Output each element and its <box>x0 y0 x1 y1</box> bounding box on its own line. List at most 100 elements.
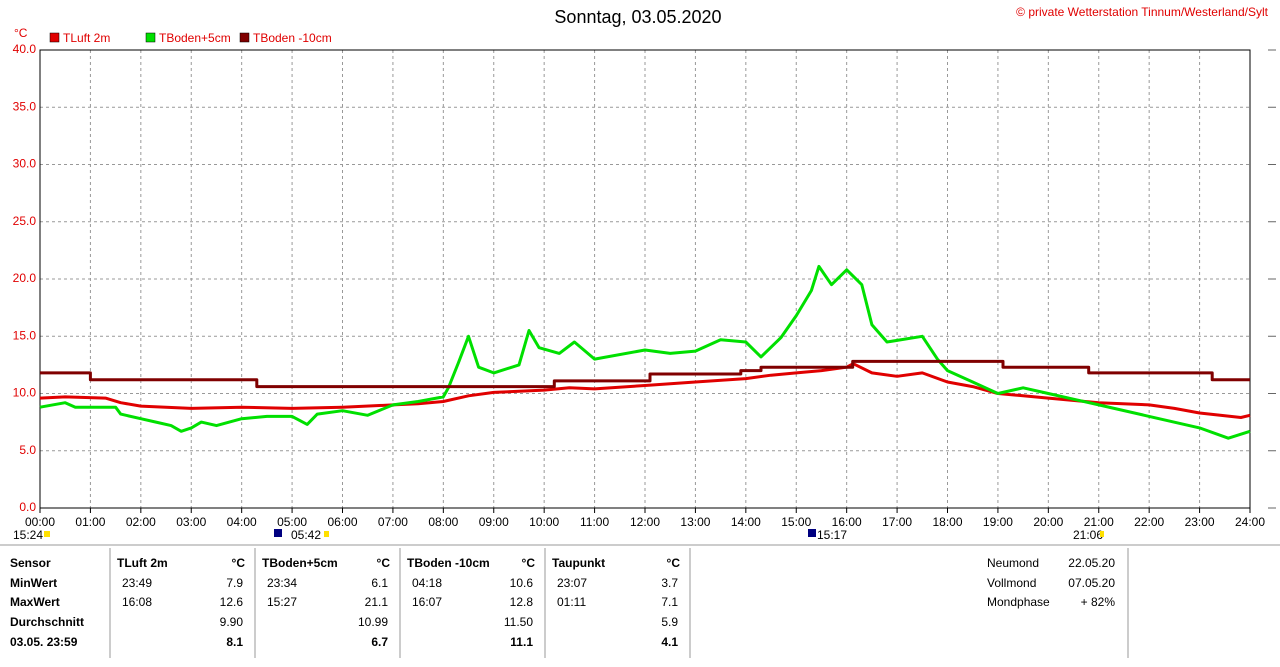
cell-value: 9.90 <box>220 615 244 629</box>
cell-value: 10.99 <box>358 615 388 629</box>
x-tick-label: 07:00 <box>378 515 408 529</box>
legend-swatch <box>239 32 250 43</box>
x-tick-label: 08:00 <box>428 515 458 529</box>
cell-value: 3.7 <box>661 576 678 590</box>
y-tick-label: 15.0 <box>13 328 37 342</box>
x-tick-label: 13:00 <box>680 515 710 529</box>
x-tick-label: 24:00 <box>1235 515 1265 529</box>
x-tick-label: 17:00 <box>882 515 912 529</box>
cell-time: 04:18 <box>412 576 442 590</box>
annotation: 05:42 <box>291 528 321 542</box>
cell-value: 11.1 <box>510 635 533 649</box>
x-tick-label: 11:00 <box>580 515 609 529</box>
sensor-unit: °C <box>667 556 681 570</box>
y-tick-label: 30.0 <box>13 157 37 171</box>
moon-label: Vollmond <box>987 576 1036 590</box>
sensor-name: TLuft 2m <box>117 556 168 570</box>
sensor-unit: °C <box>377 556 391 570</box>
cell-value: 6.7 <box>371 635 388 649</box>
y-tick-label: 40.0 <box>13 42 37 56</box>
x-tick-label: 20:00 <box>1033 515 1063 529</box>
y-tick-label: 10.0 <box>13 386 37 400</box>
sensor-name: TBoden -10cm <box>407 556 490 570</box>
row-label: MinWert <box>10 576 57 590</box>
sensor-name: TBoden+5cm <box>262 556 338 570</box>
x-tick-label: 10:00 <box>529 515 559 529</box>
cell-value: 10.6 <box>510 576 534 590</box>
x-tick-label: 16:00 <box>832 515 862 529</box>
x-tick-label: 02:00 <box>126 515 156 529</box>
cell-time: 01:11 <box>557 595 586 609</box>
x-tick-label: 12:00 <box>630 515 660 529</box>
sensor-unit: °C <box>522 556 536 570</box>
sun-marker <box>1100 531 1104 537</box>
moon-marker <box>274 529 282 537</box>
moon-marker <box>808 529 816 537</box>
legend-swatch <box>49 32 60 43</box>
row-label: Durchschnitt <box>10 615 84 629</box>
cell-time: 23:07 <box>557 576 587 590</box>
legend-label: TBoden+5cm <box>159 31 231 45</box>
cell-value: 7.9 <box>226 576 243 590</box>
x-tick-label: 22:00 <box>1134 515 1164 529</box>
series-line <box>40 359 1250 389</box>
cell-value: 21.1 <box>365 595 389 609</box>
cell-value: 8.1 <box>226 635 243 649</box>
cell-value: 12.8 <box>510 595 534 609</box>
sun-marker <box>324 531 329 537</box>
copyright: © private Wetterstation Tinnum/Westerlan… <box>1016 5 1269 19</box>
moon-value: + 82% <box>1081 595 1116 609</box>
x-tick-label: 21:00 <box>1084 515 1114 529</box>
sensor-name: Taupunkt <box>552 556 605 570</box>
moon-label: Mondphase <box>987 595 1050 609</box>
legend-label: TBoden -10cm <box>253 31 332 45</box>
cell-value: 12.6 <box>220 595 244 609</box>
moon-value: 22.05.20 <box>1068 556 1115 570</box>
cell-value: 5.9 <box>661 615 678 629</box>
series-line <box>39 264 1251 440</box>
x-tick-label: 09:00 <box>479 515 509 529</box>
x-tick-label: 14:00 <box>731 515 761 529</box>
x-tick-label: 23:00 <box>1185 515 1215 529</box>
x-tick-label: 15:00 <box>781 515 811 529</box>
cell-value: 4.1 <box>661 635 678 649</box>
x-tick-label: 06:00 <box>327 515 357 529</box>
y-tick-label: 5.0 <box>19 443 36 457</box>
annotation: 15:17 <box>817 528 847 542</box>
cell-value: 7.1 <box>661 595 678 609</box>
annotation: 21:06 <box>1073 528 1103 542</box>
cell-value: 11.50 <box>504 615 533 629</box>
legend-label: TLuft 2m <box>63 31 110 45</box>
cell-time: 15:27 <box>267 595 297 609</box>
row-label: Sensor <box>10 556 51 570</box>
cell-value: 6.1 <box>371 576 388 590</box>
row-label: 03.05. 23:59 <box>10 635 78 649</box>
x-tick-label: 01:00 <box>75 515 105 529</box>
x-tick-label: 00:00 <box>25 515 55 529</box>
y-axis-label: °C <box>14 26 28 40</box>
y-tick-label: 25.0 <box>13 214 37 228</box>
y-tick-label: 0.0 <box>19 500 36 514</box>
x-tick-label: 05:00 <box>277 515 307 529</box>
chart-title: Sonntag, 03.05.2020 <box>554 7 721 27</box>
row-label: MaxWert <box>10 595 60 609</box>
x-tick-label: 18:00 <box>932 515 962 529</box>
y-tick-label: 35.0 <box>13 99 37 113</box>
x-tick-label: 19:00 <box>983 515 1013 529</box>
series-line <box>39 362 1251 419</box>
sensor-unit: °C <box>232 556 246 570</box>
x-tick-label: 04:00 <box>227 515 257 529</box>
legend-swatch <box>145 32 156 43</box>
plot-frame <box>39 49 1251 509</box>
cell-time: 23:49 <box>122 576 152 590</box>
cell-time: 16:08 <box>122 595 152 609</box>
y-tick-label: 20.0 <box>13 271 37 285</box>
annotation: 15:24 <box>13 528 43 542</box>
moon-value: 07.05.20 <box>1068 576 1115 590</box>
cell-time: 16:07 <box>412 595 442 609</box>
moon-label: Neumond <box>987 556 1039 570</box>
x-tick-label: 03:00 <box>176 515 206 529</box>
sun-marker <box>44 531 50 537</box>
